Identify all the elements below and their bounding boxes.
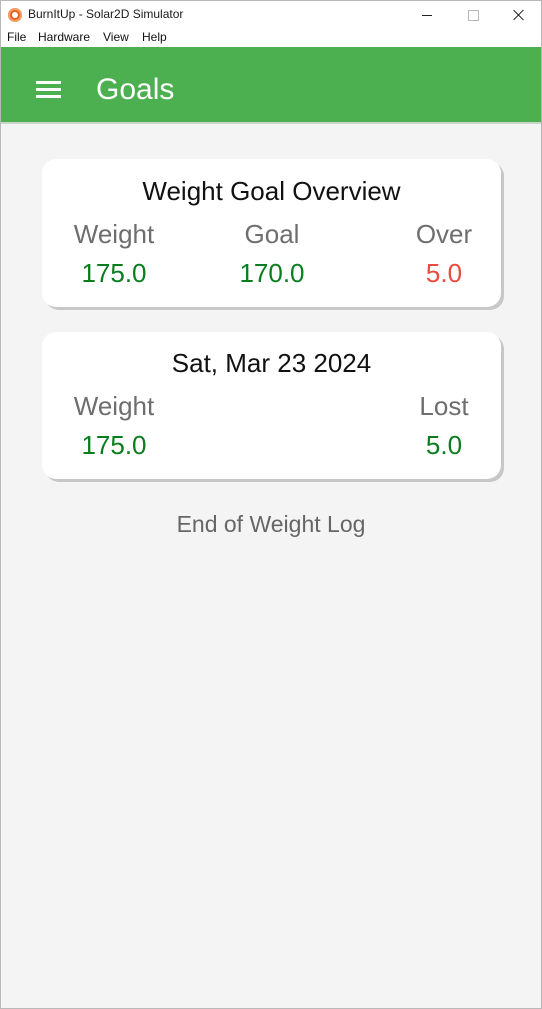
app-logo-icon (8, 8, 22, 22)
weight-label: Weight (73, 391, 155, 421)
log-entry-date: Sat, Mar 23 2024 (171, 348, 372, 378)
weight-value: 175.0 (81, 258, 147, 288)
over-value: 5.0 (425, 258, 463, 288)
weight-label: Weight (73, 219, 155, 249)
menu-bar: File Hardware View Help (1, 29, 541, 47)
log-weight-column: Weight 175.0 (64, 391, 164, 461)
hamburger-menu-icon[interactable] (36, 81, 61, 99)
title-bar: BurnItUp - Solar2D Simulator (1, 1, 541, 29)
lost-label: Lost (419, 391, 469, 421)
minimize-button[interactable] (404, 1, 450, 29)
minimize-icon (422, 14, 432, 16)
goal-value: 170.0 (239, 258, 305, 288)
close-button[interactable] (496, 1, 541, 29)
menu-hardware[interactable]: Hardware (38, 30, 91, 44)
window-title: BurnItUp - Solar2D Simulator (28, 7, 184, 21)
overview-weight-column: Weight 175.0 (64, 219, 164, 289)
page-title: Goals (96, 73, 175, 106)
menu-view[interactable]: View (103, 30, 129, 44)
weight-value: 175.0 (81, 430, 147, 460)
maximize-icon (467, 9, 479, 21)
end-of-log-text: End of Weight Log (176, 511, 366, 537)
menu-help[interactable]: Help (142, 30, 167, 44)
card-title: Weight Goal Overview (142, 176, 401, 206)
maximize-button[interactable] (450, 1, 496, 29)
weight-log-entry-card[interactable]: Sat, Mar 23 2024 Weight 175.0 Lost 5.0 (42, 332, 501, 479)
lost-value: 5.0 (425, 430, 463, 460)
overview-goal-column: Goal 170.0 (222, 219, 322, 289)
menu-file[interactable]: File (7, 30, 27, 44)
close-icon (513, 9, 525, 21)
log-lost-column: Lost 5.0 (394, 391, 494, 461)
over-label: Over (415, 219, 473, 249)
overview-over-column: Over 5.0 (394, 219, 494, 289)
goal-label: Goal (244, 219, 300, 249)
weight-goal-overview-card: Weight Goal Overview Weight 175.0 Goal 1… (42, 159, 501, 307)
app-header: Goals (1, 47, 541, 124)
